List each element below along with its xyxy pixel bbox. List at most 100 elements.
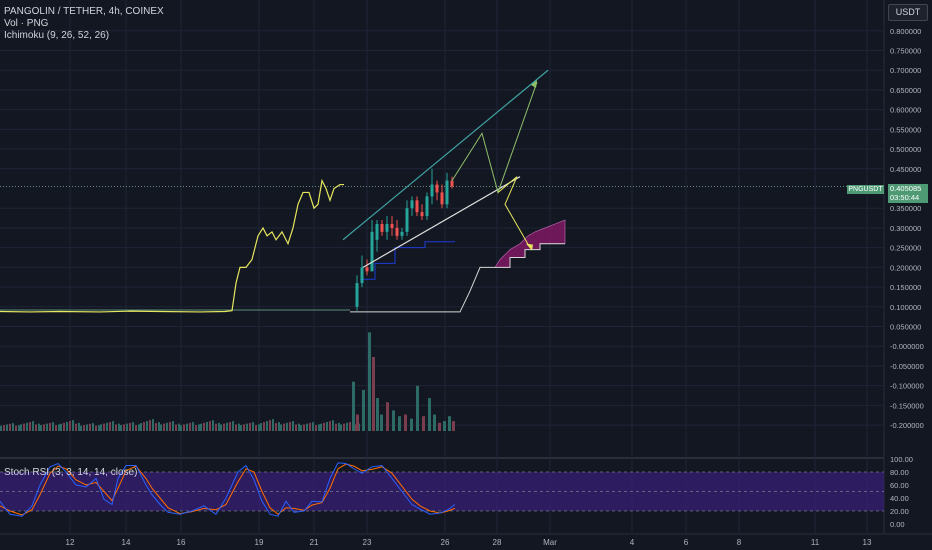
price-tick-label: 0.050000 <box>890 323 921 332</box>
candle-body <box>360 267 364 284</box>
time-tick-label: 23 <box>363 538 372 547</box>
ichimoku-legend[interactable]: Ichimoku (9, 26, 52, 26) <box>4 30 109 42</box>
candle-body <box>370 231 374 272</box>
symbol-legend: PANGOLIN / TETHER, 4h, COINEX <box>4 6 164 18</box>
volume-bar <box>452 421 455 431</box>
volume-bar <box>86 424 88 431</box>
volume-bar <box>78 422 80 431</box>
currency-button[interactable]: USDT <box>888 4 928 21</box>
volume-bar <box>326 421 328 431</box>
volume-bar <box>352 381 355 431</box>
volume-bar <box>163 423 165 431</box>
volume-bar <box>26 422 28 431</box>
volume-bar <box>292 421 294 431</box>
candle-body <box>375 224 379 240</box>
volume-bar <box>83 425 85 431</box>
volume-bar <box>40 425 42 431</box>
volume-bar <box>289 421 291 431</box>
forecast-arrowhead-down <box>526 243 533 251</box>
volume-bar <box>212 420 214 431</box>
stoch-legend[interactable]: Stoch RSI (3, 3, 14, 14, close) <box>4 467 137 479</box>
candle-body <box>415 200 419 213</box>
volume-bar <box>92 423 94 431</box>
volume-bar <box>75 423 77 431</box>
volume-bar <box>416 385 419 431</box>
time-tick-label: 12 <box>66 538 75 547</box>
volume-bar <box>315 425 317 431</box>
time-tick-label: 26 <box>441 538 450 547</box>
time-tick-label: Mar <box>543 538 557 547</box>
stoch-k-line <box>0 462 456 517</box>
candle-body <box>410 200 414 209</box>
volume-bar <box>438 422 441 431</box>
volume-bar <box>272 419 274 431</box>
volume-bar <box>349 421 351 431</box>
price-tick-label: -0.000000 <box>890 342 924 351</box>
volume-bar <box>46 423 48 431</box>
volume-bar <box>223 423 225 431</box>
volume-bar <box>206 421 208 431</box>
volume-bar <box>118 423 120 431</box>
volume-bar <box>240 425 242 431</box>
price-tick-label: 0.150000 <box>890 283 921 292</box>
volume-bar <box>160 424 162 431</box>
volume-bar <box>280 424 282 431</box>
volume-bar <box>195 425 197 431</box>
candle-body <box>425 196 429 217</box>
volume-bar <box>172 421 174 431</box>
forecast-path-up <box>451 81 538 195</box>
volume-bar <box>220 424 222 431</box>
volume-bar <box>266 421 268 431</box>
price-tick-label: 0.800000 <box>890 27 921 36</box>
volume-bar <box>175 424 177 431</box>
volume-legend[interactable]: Vol · PNG <box>4 18 48 30</box>
forecast-path-down <box>497 176 531 248</box>
volume-bar <box>186 423 188 431</box>
volume-bar <box>258 424 260 431</box>
volume-bar <box>303 424 305 431</box>
volume-bar <box>343 423 345 431</box>
price-tick-label: -0.200000 <box>890 421 924 430</box>
price-tick-label: -0.100000 <box>890 382 924 391</box>
volume-bar <box>12 423 14 431</box>
volume-bar <box>120 425 122 431</box>
volume-bar <box>410 418 413 431</box>
price-tick-label: 0.650000 <box>890 86 921 95</box>
volume-bar <box>215 423 217 431</box>
time-tick-label: 13 <box>863 538 872 547</box>
volume-bar <box>229 421 231 431</box>
stoch-tick-label: 0.00 <box>890 520 905 529</box>
candle-body <box>395 227 399 236</box>
volume-bar <box>183 424 185 431</box>
stoch-label: Stoch RSI (3, 3, 14, 14, close) <box>4 467 138 478</box>
price-tick-label: 0.700000 <box>890 66 921 75</box>
volume-bar <box>372 357 375 431</box>
candle-body <box>355 283 359 307</box>
stoch-tick-label: 20.00 <box>890 507 909 516</box>
volume-bar <box>323 422 325 431</box>
volume-label: Vol · PNG <box>4 18 49 29</box>
volume-bar <box>203 422 205 431</box>
volume-bar <box>55 425 57 431</box>
volume-bar <box>368 332 371 431</box>
volume-bar <box>166 422 168 431</box>
volume-bar <box>146 421 148 431</box>
volume-bar <box>252 422 254 431</box>
stoch-band <box>0 472 884 511</box>
volume-bar <box>298 423 300 431</box>
stoch-tick-label: 40.00 <box>890 494 909 503</box>
price-tick-label: 0.550000 <box>890 125 921 134</box>
volume-bar <box>246 423 248 431</box>
volume-bar <box>123 424 125 431</box>
volume-bar <box>249 422 251 431</box>
volume-bar <box>443 421 446 431</box>
volume-bar <box>243 424 245 431</box>
volume-bar <box>286 422 288 431</box>
time-tick-label: 11 <box>811 538 820 547</box>
volume-bar <box>255 425 257 431</box>
channel-lower-line <box>362 176 521 268</box>
volume-bar <box>129 422 131 431</box>
volume-bar <box>3 425 5 431</box>
